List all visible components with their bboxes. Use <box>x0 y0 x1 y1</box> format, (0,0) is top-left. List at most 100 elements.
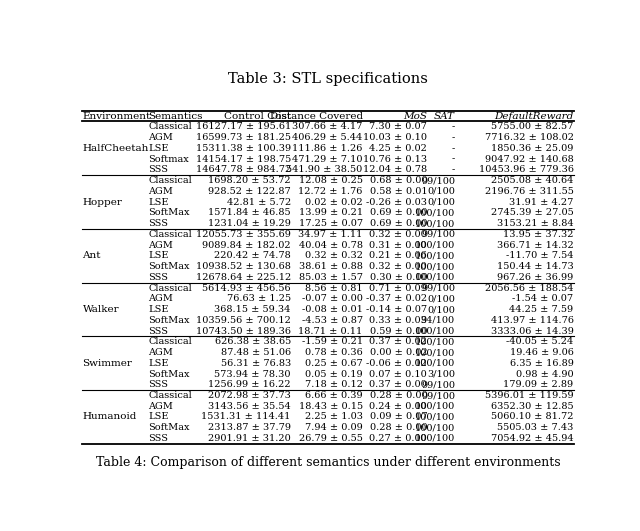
Text: AGM: AGM <box>148 241 173 250</box>
Text: 3333.06 ± 14.39: 3333.06 ± 14.39 <box>491 327 573 336</box>
Text: 100/100: 100/100 <box>415 434 455 443</box>
Text: SoftMax: SoftMax <box>148 423 190 432</box>
Text: 1698.20 ± 53.72: 1698.20 ± 53.72 <box>208 176 291 185</box>
Text: 44.25 ± 7.59: 44.25 ± 7.59 <box>509 305 573 314</box>
Text: 0.09 ± 0.07: 0.09 ± 0.07 <box>369 413 428 422</box>
Text: 12055.73 ± 355.69: 12055.73 ± 355.69 <box>196 230 291 239</box>
Text: 10.03 ± 0.10: 10.03 ± 0.10 <box>364 133 428 142</box>
Text: 0.68 ± 0.00: 0.68 ± 0.00 <box>370 176 428 185</box>
Text: Humanoid: Humanoid <box>83 413 137 422</box>
Text: LSE: LSE <box>148 413 169 422</box>
Text: Distance Covered: Distance Covered <box>269 112 363 121</box>
Text: Semantics: Semantics <box>148 112 203 121</box>
Text: 10743.50 ± 189.36: 10743.50 ± 189.36 <box>196 327 291 336</box>
Text: 99/100: 99/100 <box>421 380 455 389</box>
Text: 9089.84 ± 182.02: 9089.84 ± 182.02 <box>202 241 291 250</box>
Text: Classical: Classical <box>148 337 192 346</box>
Text: Classical: Classical <box>148 176 192 185</box>
Text: 626.38 ± 38.65: 626.38 ± 38.65 <box>214 337 291 346</box>
Text: 10453.96 ± 779.36: 10453.96 ± 779.36 <box>479 165 573 174</box>
Text: 100/100: 100/100 <box>415 251 455 260</box>
Text: 94/100: 94/100 <box>421 316 455 325</box>
Text: 3/100: 3/100 <box>427 370 455 379</box>
Text: -0.26 ± 0.03: -0.26 ± 0.03 <box>366 198 428 207</box>
Text: 0.07 ± 0.10: 0.07 ± 0.10 <box>369 370 428 379</box>
Text: 40.04 ± 0.78: 40.04 ± 0.78 <box>299 241 363 250</box>
Text: 26.79 ± 0.55: 26.79 ± 0.55 <box>299 434 363 443</box>
Text: DefaultReward: DefaultReward <box>494 112 573 121</box>
Text: 16599.73 ± 181.25: 16599.73 ± 181.25 <box>196 133 291 142</box>
Text: 541.90 ± 38.50: 541.90 ± 38.50 <box>287 165 363 174</box>
Text: 13.99 ± 0.21: 13.99 ± 0.21 <box>299 208 363 217</box>
Text: 42.81 ± 5.72: 42.81 ± 5.72 <box>227 198 291 207</box>
Text: 100/100: 100/100 <box>415 337 455 346</box>
Text: 0/100: 0/100 <box>427 187 455 196</box>
Text: 1256.99 ± 16.22: 1256.99 ± 16.22 <box>208 380 291 389</box>
Text: 366.71 ± 14.32: 366.71 ± 14.32 <box>497 241 573 250</box>
Text: 2072.98 ± 37.73: 2072.98 ± 37.73 <box>208 391 291 400</box>
Text: SSS: SSS <box>148 165 168 174</box>
Text: 0.71 ± 0.09: 0.71 ± 0.09 <box>369 284 428 293</box>
Text: 0.59 ± 0.00: 0.59 ± 0.00 <box>370 327 428 336</box>
Text: 7716.32 ± 108.02: 7716.32 ± 108.02 <box>484 133 573 142</box>
Text: 471.29 ± 7.10: 471.29 ± 7.10 <box>292 155 363 164</box>
Text: Classical: Classical <box>148 122 192 131</box>
Text: 4.25 ± 0.02: 4.25 ± 0.02 <box>369 144 428 153</box>
Text: 967.26 ± 36.99: 967.26 ± 36.99 <box>497 273 573 282</box>
Text: 31.91 ± 4.27: 31.91 ± 4.27 <box>509 198 573 207</box>
Text: 406.29 ± 5.44: 406.29 ± 5.44 <box>292 133 363 142</box>
Text: 100/100: 100/100 <box>415 423 455 432</box>
Text: 0/100: 0/100 <box>427 305 455 314</box>
Text: 0.31 ± 0.00: 0.31 ± 0.00 <box>369 241 428 250</box>
Text: -4.53 ± 0.87: -4.53 ± 0.87 <box>301 316 363 325</box>
Text: -1.54 ± 0.07: -1.54 ± 0.07 <box>513 294 573 303</box>
Text: Classical: Classical <box>148 284 192 293</box>
Text: MoS: MoS <box>403 112 428 121</box>
Text: 6.35 ± 16.89: 6.35 ± 16.89 <box>509 359 573 368</box>
Text: 179.09 ± 2.89: 179.09 ± 2.89 <box>504 380 573 389</box>
Text: 38.61 ± 0.88: 38.61 ± 0.88 <box>299 262 363 271</box>
Text: 99/100: 99/100 <box>421 230 455 239</box>
Text: 12.08 ± 0.25: 12.08 ± 0.25 <box>299 176 363 185</box>
Text: 3153.21 ± 8.84: 3153.21 ± 8.84 <box>497 219 573 228</box>
Text: 0.30 ± 0.00: 0.30 ± 0.00 <box>369 273 428 282</box>
Text: 2505.08 ± 40.64: 2505.08 ± 40.64 <box>491 176 573 185</box>
Text: SSS: SSS <box>148 434 168 443</box>
Text: 3143.56 ± 35.54: 3143.56 ± 35.54 <box>208 402 291 411</box>
Text: 14154.17 ± 198.75: 14154.17 ± 198.75 <box>196 155 291 164</box>
Text: 0.37 ± 0.00: 0.37 ± 0.00 <box>369 380 428 389</box>
Text: 928.52 ± 122.87: 928.52 ± 122.87 <box>208 187 291 196</box>
Text: 100/100: 100/100 <box>415 208 455 217</box>
Text: 0.27 ± 0.00: 0.27 ± 0.00 <box>369 434 428 443</box>
Text: AGM: AGM <box>148 294 173 303</box>
Text: 6352.30 ± 12.85: 6352.30 ± 12.85 <box>491 402 573 411</box>
Text: -0.14 ± 0.07: -0.14 ± 0.07 <box>366 305 428 314</box>
Text: 150.44 ± 14.73: 150.44 ± 14.73 <box>497 262 573 271</box>
Text: 12.72 ± 1.76: 12.72 ± 1.76 <box>298 187 363 196</box>
Text: -1.59 ± 0.21: -1.59 ± 0.21 <box>301 337 363 346</box>
Text: 0.32 ± 0.00: 0.32 ± 0.00 <box>369 262 428 271</box>
Text: 1231.04 ± 19.29: 1231.04 ± 19.29 <box>208 219 291 228</box>
Text: SSS: SSS <box>148 273 168 282</box>
Text: SoftMax: SoftMax <box>148 208 190 217</box>
Text: 76.63 ± 1.25: 76.63 ± 1.25 <box>227 294 291 303</box>
Text: 0.05 ± 0.19: 0.05 ± 0.19 <box>305 370 363 379</box>
Text: 1850.36 ± 25.09: 1850.36 ± 25.09 <box>491 144 573 153</box>
Text: 100/100: 100/100 <box>415 359 455 368</box>
Text: 10.76 ± 0.13: 10.76 ± 0.13 <box>363 155 428 164</box>
Text: -40.05 ± 5.24: -40.05 ± 5.24 <box>506 337 573 346</box>
Text: 18.43 ± 0.15: 18.43 ± 0.15 <box>299 402 363 411</box>
Text: 100/100: 100/100 <box>415 219 455 228</box>
Text: 15311.38 ± 100.39: 15311.38 ± 100.39 <box>196 144 291 153</box>
Text: 13.95 ± 37.32: 13.95 ± 37.32 <box>503 230 573 239</box>
Text: 100/100: 100/100 <box>415 402 455 411</box>
Text: 0.21 ± 0.06: 0.21 ± 0.06 <box>369 251 428 260</box>
Text: Classical: Classical <box>148 391 192 400</box>
Text: SSS: SSS <box>148 380 168 389</box>
Text: 0.28 ± 0.00: 0.28 ± 0.00 <box>369 423 428 432</box>
Text: -: - <box>452 144 455 153</box>
Text: 5755.00 ± 82.57: 5755.00 ± 82.57 <box>491 122 573 131</box>
Text: 0.02 ± 0.02: 0.02 ± 0.02 <box>305 198 363 207</box>
Text: Walker: Walker <box>83 305 119 314</box>
Text: 0.69 ± 0.00: 0.69 ± 0.00 <box>370 208 428 217</box>
